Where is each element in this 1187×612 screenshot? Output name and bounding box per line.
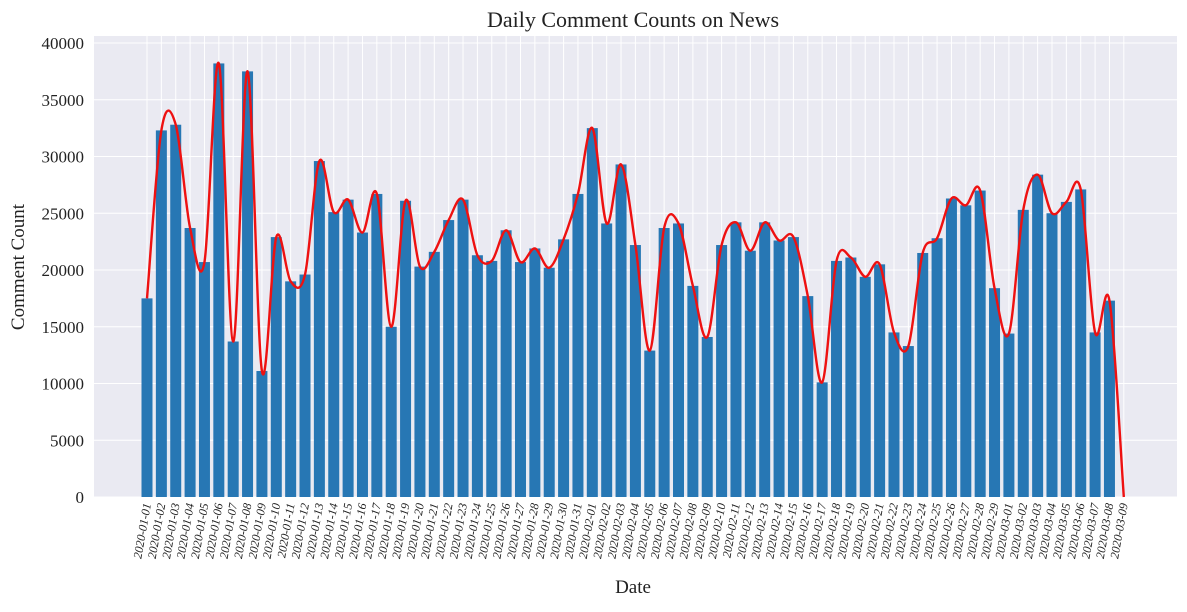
bar-2020-02-01 [586, 128, 598, 497]
bar-2020-02-07 [673, 223, 685, 497]
bar-2020-01-12 [299, 274, 311, 497]
bar-2020-02-14 [773, 240, 785, 498]
bar-2020-03-07 [1089, 332, 1101, 497]
y-tick-labels: 0 5000 10000 15000 20000 25000 30000 35000 40000 [42, 34, 85, 507]
bar-2020-03-04 [1046, 213, 1058, 497]
bar-2020-02-24 [917, 252, 929, 497]
bar-2020-01-26 [500, 230, 512, 497]
bar-2020-03-03 [1032, 174, 1044, 497]
bar-2020-02-21 [874, 264, 886, 497]
bar-2020-02-03 [615, 164, 627, 497]
bar-2020-01-28 [529, 248, 541, 497]
bar-2020-01-08 [242, 71, 254, 497]
bar-2020-02-06 [658, 228, 670, 497]
bar-2020-01-02 [155, 130, 167, 497]
bar-2020-01-29 [543, 267, 555, 497]
y-tick-label: 0 [76, 488, 85, 507]
bar-2020-02-23 [902, 346, 914, 497]
bar-2020-01-19 [400, 200, 412, 497]
y-tick-label: 15000 [42, 318, 85, 337]
bar-2020-01-13 [313, 161, 325, 498]
y-tick-label: 30000 [42, 148, 85, 167]
bar-2020-01-01 [141, 298, 153, 497]
y-tick-label: 10000 [42, 375, 85, 394]
y-tick-label: 40000 [42, 34, 85, 53]
y-axis-title: Comment Count [8, 203, 29, 330]
bar-2020-02-11 [730, 222, 742, 497]
bar-2020-01-18 [385, 326, 397, 497]
bar-2020-01-14 [328, 212, 340, 498]
x-axis-title: Date [615, 577, 651, 598]
bar-2020-01-03 [170, 124, 182, 497]
bar-2020-01-09 [256, 371, 268, 497]
bar-2020-01-06 [213, 63, 225, 498]
bar-2020-02-27 [960, 205, 972, 497]
bar-2020-01-16 [356, 232, 368, 498]
bar-2020-03-08 [1103, 300, 1115, 497]
bar-2020-02-09 [701, 336, 713, 497]
bar-2020-01-11 [285, 281, 297, 497]
bar-2020-02-26 [945, 198, 957, 497]
x-tick-labels: 2020-01-012020-01-022020-01-032020-01-04… [130, 501, 1130, 560]
bar-2020-03-01 [1003, 333, 1015, 497]
y-tick-label: 20000 [42, 261, 85, 280]
bar-2020-01-23 [457, 199, 469, 497]
bar-2020-01-15 [342, 199, 354, 497]
bar-2020-03-02 [1017, 209, 1029, 497]
chart-title: Daily Comment Counts on News [487, 7, 779, 32]
bar-2020-02-15 [787, 237, 799, 497]
bar-2020-01-04 [184, 228, 196, 497]
bar-2020-02-08 [687, 285, 699, 497]
bar-2020-01-17 [371, 193, 383, 497]
bar-2020-01-05 [198, 262, 210, 497]
bar-2020-02-20 [859, 276, 871, 497]
bar-2020-01-30 [558, 239, 570, 498]
bar-2020-02-19 [845, 257, 857, 497]
bar-2020-01-22 [443, 220, 455, 497]
bar-2020-01-21 [428, 251, 440, 497]
y-tick-label: 25000 [42, 204, 85, 223]
trend-line [145, 61, 1126, 498]
bar-2020-02-10 [716, 245, 728, 497]
y-tick-label: 35000 [42, 91, 85, 110]
bar-2020-02-18 [831, 260, 843, 497]
bar-2020-02-17 [816, 382, 828, 497]
bar-2020-03-05 [1060, 201, 1072, 497]
bar-2020-01-07 [227, 341, 239, 497]
bar-2020-01-10 [270, 237, 282, 497]
bar-2020-01-24 [471, 255, 483, 497]
bar-2020-02-02 [601, 223, 613, 497]
bar-2020-02-29 [989, 288, 1001, 497]
bar-2020-02-05 [644, 350, 656, 497]
bar-2020-01-31 [572, 193, 584, 497]
bar-2020-02-28 [974, 190, 986, 498]
bar-2020-02-16 [802, 296, 814, 497]
bar-2020-01-25 [486, 260, 498, 497]
bar-2020-01-20 [414, 266, 426, 497]
bar-2020-02-12 [744, 250, 756, 497]
bar-2020-03-06 [1075, 189, 1087, 498]
bar-2020-02-04 [629, 245, 641, 497]
bars [141, 63, 1115, 498]
y-tick-label: 5000 [50, 431, 84, 450]
bar-2020-02-22 [888, 332, 900, 497]
bar-2020-02-13 [759, 222, 771, 497]
bar-2020-02-25 [931, 238, 943, 497]
bar-2020-01-27 [514, 262, 526, 497]
